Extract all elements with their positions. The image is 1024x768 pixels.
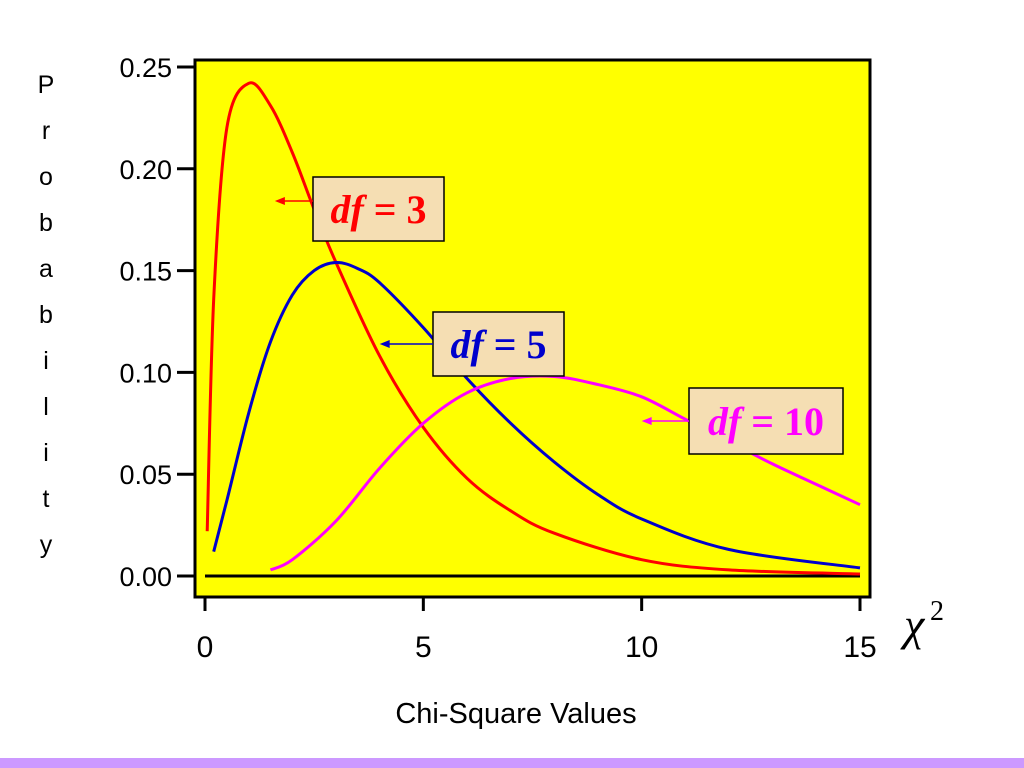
label-value: = 5 — [484, 322, 547, 367]
label-box — [312, 176, 445, 242]
label-text: df = 3 — [330, 187, 426, 232]
x-tick-label: 5 — [415, 631, 432, 664]
arrow-head — [641, 417, 652, 425]
curve-labels: df = 3df = 5df = 10 — [274, 176, 844, 455]
chi-squared-superscript: 2 — [930, 596, 944, 627]
curve-label-df-3: df = 3 — [274, 176, 445, 242]
arrow-head — [274, 197, 285, 205]
label-value: = 10 — [741, 399, 824, 444]
label-box — [688, 387, 844, 455]
x-tick-label: 0 — [197, 631, 214, 664]
label-df: df — [450, 322, 487, 367]
label-df: df — [330, 187, 367, 232]
y-tick-label: 0.00 — [119, 562, 172, 592]
y-tick-label: 0.10 — [119, 358, 172, 388]
chi-squared-symbol: χ — [900, 599, 926, 650]
y-tick-label: 0.20 — [119, 155, 172, 185]
label-text: df = 5 — [450, 322, 546, 367]
label-text: df = 10 — [708, 399, 824, 444]
series-line-df-5 — [212, 260, 861, 570]
x-tick-label: 15 — [843, 631, 876, 664]
series-line-df-3 — [205, 81, 861, 576]
footer-band — [0, 758, 1024, 768]
y-tick-label: 0.15 — [119, 257, 172, 287]
curve-label-df-10: df = 10 — [641, 387, 844, 455]
curve-label-df-5: df = 5 — [379, 311, 565, 377]
x-axis-title: Chi-Square Values — [395, 698, 636, 730]
axes: 0.00 0.05 0.10 0.15 0.20 0.25 0 5 10 15 — [119, 53, 876, 664]
y-tick-label: 0.25 — [119, 53, 172, 83]
label-box — [432, 311, 565, 377]
label-value: = 3 — [364, 187, 427, 232]
arrow-head — [379, 340, 390, 348]
x-tick-label: 10 — [625, 631, 658, 664]
y-tick-label: 0.05 — [119, 460, 172, 490]
label-df: df — [708, 399, 745, 444]
